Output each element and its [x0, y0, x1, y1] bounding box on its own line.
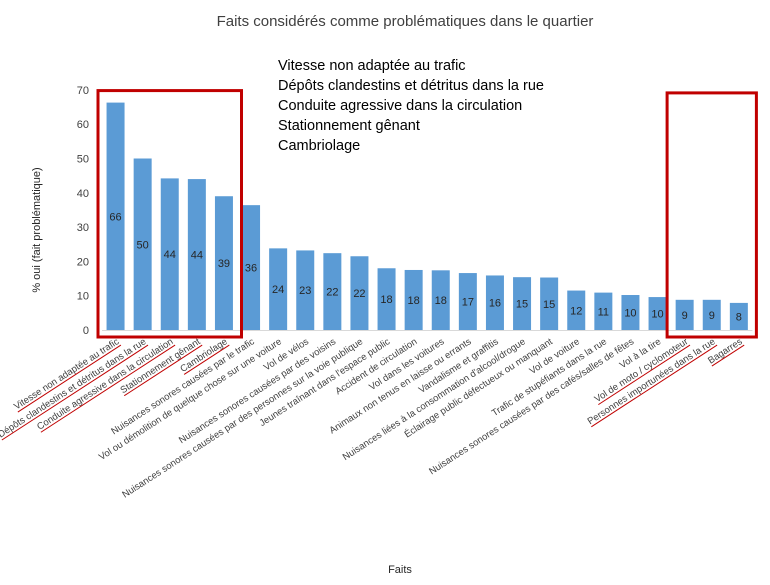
data-labels: 66 50 44 44 39 36 24 23 22 22 18 18 18 17 16 15 15 12 11 10…	[109, 211, 741, 323]
annotation-list: Vitesse non adaptée au trafic Dépôts clan…	[278, 58, 544, 154]
y-tick-label: 50	[77, 154, 89, 166]
category-underline	[17, 344, 122, 413]
data-label: 15	[516, 299, 528, 311]
data-label: 24	[272, 284, 284, 296]
data-label: 50	[137, 239, 149, 251]
bar	[296, 250, 315, 330]
y-tick-label: 20	[77, 256, 89, 268]
data-label: 12	[570, 305, 582, 317]
data-label: 10	[651, 309, 663, 321]
data-label: 17	[462, 297, 474, 309]
data-label: 15	[543, 299, 555, 311]
annotation-line: Cambriolage	[278, 138, 360, 154]
bar	[377, 268, 396, 330]
bar	[621, 295, 640, 330]
data-label: 9	[682, 310, 688, 322]
bar	[540, 277, 559, 330]
bar	[323, 253, 342, 330]
bar	[513, 277, 532, 330]
annotation-line: Stationnement gênant	[278, 118, 420, 134]
bar	[648, 297, 667, 330]
bar	[269, 248, 288, 330]
category-underline	[1, 344, 149, 441]
data-label: 8	[736, 311, 742, 323]
data-label: 39	[218, 258, 230, 270]
chart-title: Faits considérés comme problématiques da…	[217, 13, 594, 30]
bar	[431, 270, 450, 330]
bar	[404, 269, 423, 330]
y-axis-ticks: 0 10 20 30 40 50 60 70	[77, 85, 89, 337]
y-tick-label: 30	[77, 222, 89, 234]
data-label: 9	[709, 310, 715, 322]
category-underline	[123, 344, 203, 397]
data-label: 23	[299, 285, 311, 297]
y-tick-label: 70	[77, 85, 89, 97]
bar	[242, 205, 261, 330]
data-label: 66	[109, 211, 121, 223]
y-tick-label: 40	[77, 188, 89, 200]
bar	[133, 158, 152, 330]
annotation-line: Dépôts clandestins et détritus dans la r…	[278, 78, 544, 94]
bar-series	[106, 102, 748, 330]
y-tick-label: 0	[83, 325, 89, 337]
data-label: 10	[624, 308, 636, 320]
highlight-box	[96, 89, 243, 339]
bar	[594, 292, 613, 330]
data-label: 36	[245, 263, 257, 275]
category-underline	[711, 344, 745, 367]
y-tick-label: 60	[77, 119, 89, 131]
annotation-line: Conduite agressive dans la circulation	[278, 98, 522, 114]
y-axis-title: % oui (fait problématique)	[31, 167, 43, 292]
bar	[214, 196, 233, 330]
highlight-box	[665, 91, 758, 339]
category-underline	[591, 344, 718, 428]
data-label: 11	[598, 306, 609, 318]
category-underline	[598, 344, 691, 406]
bar	[729, 302, 748, 330]
bar	[702, 299, 721, 330]
data-label: 22	[353, 288, 365, 300]
category-label: Vitesse non adaptée au trafic	[12, 336, 121, 412]
data-label: 22	[326, 287, 338, 299]
bar	[350, 256, 369, 330]
category-underline	[183, 344, 230, 375]
data-label: 44	[164, 249, 176, 261]
bar	[187, 179, 206, 330]
bar	[160, 178, 179, 330]
bar	[485, 275, 504, 330]
y-tick-label: 10	[77, 291, 89, 303]
bar	[106, 102, 125, 330]
x-axis-title: Faits	[388, 564, 412, 576]
data-label: 18	[408, 295, 420, 307]
bar	[675, 299, 694, 330]
data-label: 44	[191, 250, 203, 262]
annotation-line: Vitesse non adaptée au trafic	[278, 58, 466, 74]
data-label: 18	[435, 295, 447, 307]
data-label: 18	[380, 294, 392, 306]
highlight-boxes	[96, 89, 758, 339]
bar	[567, 290, 586, 330]
category-underline	[40, 344, 176, 433]
bar	[458, 273, 477, 330]
data-label: 16	[489, 298, 501, 310]
